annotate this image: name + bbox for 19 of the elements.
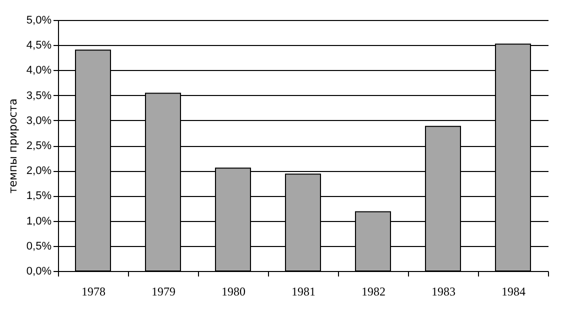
- y-tick-label: 4,0%: [26, 64, 52, 77]
- x-tick-label: 1979: [152, 284, 176, 298]
- y-tick-label: 4,5%: [26, 40, 52, 52]
- x-tick-label: 1978: [82, 284, 106, 298]
- x-tick-label: 1982: [362, 284, 386, 298]
- x-tick-label: 1984: [502, 284, 526, 298]
- y-tick-label: 5,0%: [26, 14, 52, 26]
- y-axis-title: темпы прироста: [6, 98, 20, 194]
- y-tick-label: 1,0%: [26, 215, 52, 228]
- y-tick-label: 3,5%: [26, 90, 52, 102]
- x-tick-label: 1980: [222, 284, 246, 298]
- y-tick-label: 0,5%: [26, 240, 52, 252]
- x-tick-label: 1981: [292, 284, 316, 298]
- y-tick-label: 1,5%: [26, 190, 52, 202]
- y-tick-label: 2,0%: [26, 165, 52, 178]
- y-tick-label: 2,5%: [26, 140, 52, 152]
- y-tick-label: 3,0%: [26, 114, 52, 127]
- y-tick-label: 0,0%: [26, 266, 52, 278]
- x-tick-label: 1983: [432, 284, 456, 298]
